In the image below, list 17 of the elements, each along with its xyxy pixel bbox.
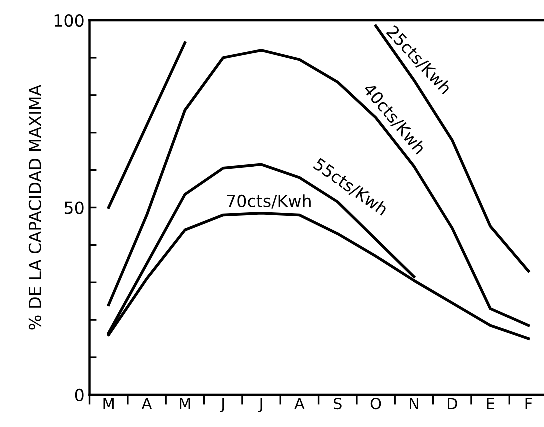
series-label: 70cts/Kwh [227,194,311,209]
y-axis-title: % DE LA CAPACIDAD MAXIMA [28,84,42,330]
x-tick-label: E [487,398,494,410]
x-tick-label: D [448,398,458,410]
x-tick-label: A [294,398,305,410]
y-tick-label: 100 [54,14,84,28]
x-tick-label: N [410,398,418,410]
y-tick-label: 0 [75,388,84,402]
x-tick-label: S [334,398,342,410]
x-tick-label: M [104,398,114,410]
x-tick-label: F [526,398,532,410]
y-tick-label: 50 [64,202,84,214]
x-tick-label: J [220,398,224,412]
x-tick-label: M [180,398,190,410]
x-tick-label: J [258,398,262,412]
x-tick-label: O [370,398,382,410]
x-tick-label: A [142,398,152,410]
